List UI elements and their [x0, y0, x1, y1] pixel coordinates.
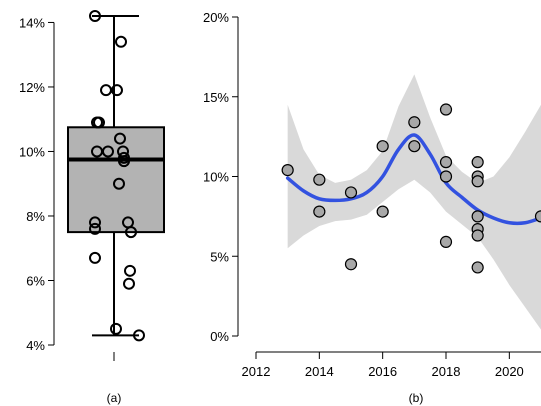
panel-b-x-tick-label: 2016 — [368, 364, 397, 379]
panel-b-points — [281, 103, 541, 274]
panel-a-y-tick-label: 6% — [26, 273, 45, 288]
panel-b-point — [471, 229, 484, 242]
panel-a-y-tick-label: 14% — [19, 15, 45, 30]
panel-b-point — [439, 156, 453, 169]
panel-b-confidence-band — [287, 74, 541, 330]
panel-b-point — [534, 210, 541, 223]
panel-b-y-tick-label: 15% — [203, 90, 229, 105]
panel-b-y-tick-label: 0% — [210, 329, 229, 344]
panel-a-point — [113, 177, 125, 190]
panel-a-point — [115, 35, 127, 48]
panel-a-point — [124, 264, 136, 277]
panel-b-point — [376, 140, 389, 153]
panel-b-point — [344, 258, 358, 271]
panel-a-point — [89, 216, 101, 229]
panel-a-points — [89, 10, 145, 342]
panel-b-point — [344, 186, 358, 199]
panel-a-point — [133, 329, 145, 342]
panel-a-point — [102, 145, 114, 158]
panel-b-scatter: 0% 5% 10% 15% 20% 2012 2014 2016 2018 2020 (b) — [203, 10, 541, 405]
panel-a-point — [114, 132, 126, 145]
panel-b-x-tick-label: 2020 — [495, 364, 524, 379]
panel-b-x-ticks: 2012 2014 2016 2018 2020 — [242, 352, 524, 379]
panel-a-y-tick-label: 4% — [26, 338, 45, 353]
panel-b-point — [439, 235, 453, 248]
panel-a-point — [125, 226, 137, 239]
panel-b-y-tick-label: 5% — [210, 249, 229, 264]
panel-a-point — [123, 277, 135, 290]
panel-a-y-tick-label: 8% — [26, 209, 45, 224]
panel-b-point — [408, 116, 421, 129]
panel-a-point — [93, 116, 105, 129]
panel-b-point — [471, 210, 484, 223]
panel-b-point — [376, 205, 389, 218]
panel-a-label: (a) — [107, 391, 122, 405]
panel-b-point — [471, 175, 484, 188]
panel-b-point — [471, 156, 484, 169]
panel-a-point — [89, 10, 101, 22]
panel-a-boxplot: 4% 6% 8% 10% 12% 14% (a) — [19, 10, 165, 405]
panel-a-point — [110, 322, 122, 335]
panel-b-x-tick-label: 2018 — [432, 364, 461, 379]
panel-b-point — [408, 140, 421, 153]
panel-a-y-ticks: 4% 6% 8% 10% 12% 14% — [19, 15, 54, 353]
panel-b-point — [313, 173, 326, 186]
panel-a-box — [67, 15, 165, 337]
panel-a-point — [111, 84, 123, 97]
panel-b-point — [313, 205, 326, 218]
panel-b-y-ticks: 0% 5% 10% 15% 20% — [203, 10, 238, 344]
panel-b-label: (b) — [409, 391, 424, 405]
panel-a-point — [89, 222, 101, 235]
panel-a-point — [118, 155, 130, 168]
panel-a-y-tick-label: 12% — [19, 80, 45, 95]
panel-a-point — [100, 84, 112, 97]
panel-b-y-tick-label: 10% — [203, 170, 229, 185]
panel-b-x-tick-label: 2012 — [242, 364, 271, 379]
panel-b-point — [281, 164, 294, 177]
panel-a-point — [89, 251, 101, 264]
panel-b-point — [471, 261, 484, 274]
panel-a-y-tick-label: 10% — [19, 144, 45, 159]
panel-b-y-tick-label: 20% — [203, 10, 229, 25]
panel-b-trend-line — [285, 133, 541, 226]
panel-b-point — [439, 170, 453, 183]
panel-b-point — [439, 103, 453, 116]
panel-b-x-tick-label: 2014 — [305, 364, 334, 379]
